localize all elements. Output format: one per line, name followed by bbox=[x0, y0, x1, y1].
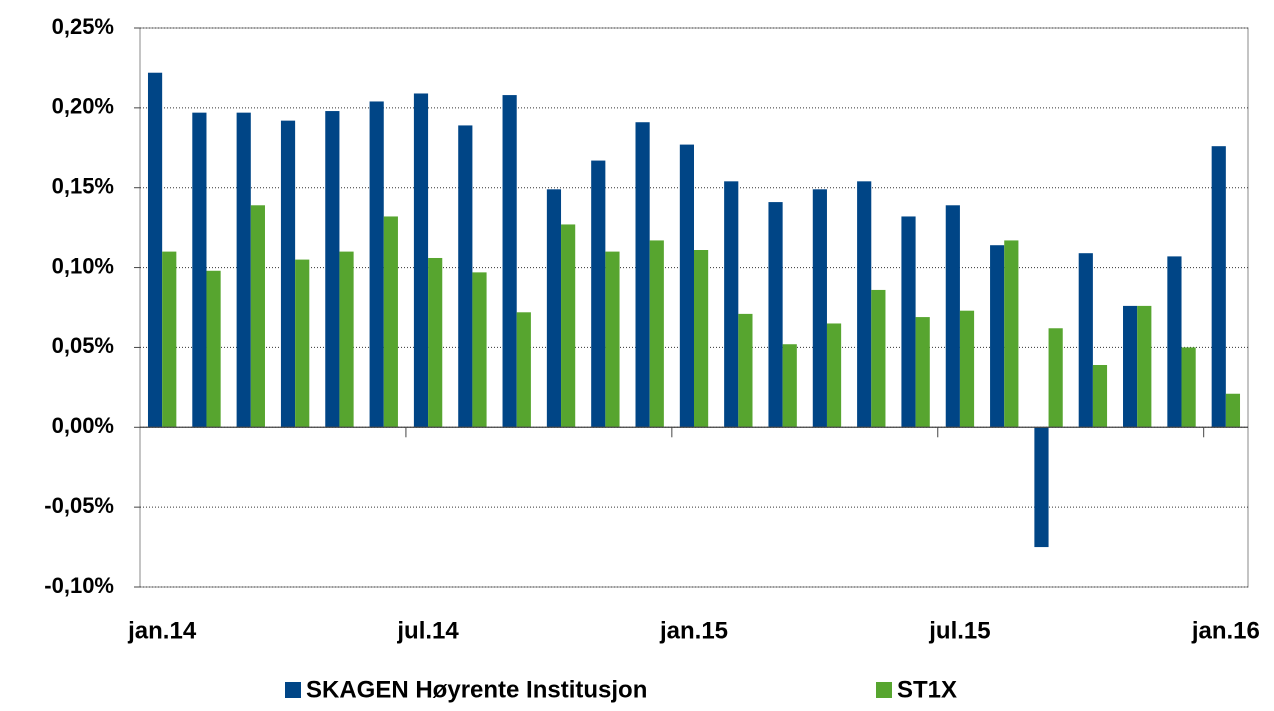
bar bbox=[369, 101, 384, 428]
bar bbox=[901, 216, 916, 428]
bar bbox=[826, 323, 842, 428]
bar bbox=[236, 112, 251, 428]
legend-swatch bbox=[876, 682, 892, 698]
bar bbox=[1225, 393, 1241, 428]
bar bbox=[915, 317, 930, 428]
bar bbox=[516, 312, 531, 428]
bar bbox=[325, 111, 340, 428]
bar bbox=[959, 310, 975, 428]
bar bbox=[724, 181, 739, 428]
x-tick-label: jul.15 bbox=[928, 617, 990, 644]
bar bbox=[206, 270, 221, 428]
x-tick-label: jan.15 bbox=[659, 617, 728, 644]
bar bbox=[546, 189, 562, 428]
bar bbox=[561, 224, 576, 428]
bar bbox=[635, 122, 650, 428]
bar bbox=[1092, 364, 1108, 428]
bar bbox=[458, 125, 473, 428]
bar bbox=[605, 251, 620, 428]
bar bbox=[857, 181, 872, 428]
bar bbox=[280, 120, 296, 428]
bar bbox=[694, 250, 709, 428]
bar bbox=[339, 251, 354, 428]
bar bbox=[649, 240, 664, 428]
x-tick-label: jul.14 bbox=[396, 617, 459, 644]
bar bbox=[768, 202, 783, 428]
bar bbox=[945, 205, 960, 428]
y-tick-label: -0,05% bbox=[44, 493, 114, 518]
legend-label: ST1X bbox=[897, 676, 957, 703]
bar bbox=[782, 344, 797, 428]
bar bbox=[1004, 240, 1019, 428]
plot-area bbox=[139, 27, 1249, 588]
bar bbox=[990, 245, 1005, 428]
bar bbox=[162, 251, 177, 428]
x-tick-label: jan.16 bbox=[1191, 617, 1260, 644]
bar bbox=[1123, 305, 1138, 428]
y-tick-label: 0,05% bbox=[52, 333, 114, 358]
bar bbox=[250, 205, 265, 428]
x-tick-label: jan.14 bbox=[127, 617, 197, 644]
bar bbox=[679, 144, 694, 428]
bar bbox=[1167, 256, 1182, 428]
bar bbox=[502, 95, 517, 428]
legend-swatch bbox=[285, 682, 301, 698]
y-tick-label: 0,00% bbox=[52, 413, 114, 438]
bar bbox=[738, 313, 753, 428]
bar bbox=[1078, 253, 1093, 428]
y-tick-label: -0,10% bbox=[44, 573, 114, 598]
bar bbox=[472, 272, 487, 428]
bar bbox=[812, 189, 827, 428]
y-tick-label: 0,10% bbox=[52, 253, 114, 278]
bar bbox=[1181, 347, 1196, 428]
bar bbox=[383, 216, 398, 428]
bar bbox=[192, 112, 207, 428]
bar bbox=[413, 93, 429, 428]
bar bbox=[428, 257, 443, 428]
bar bbox=[295, 259, 310, 428]
bar bbox=[1211, 146, 1226, 428]
y-tick-label: 0,25% bbox=[52, 14, 114, 39]
bar bbox=[871, 289, 886, 428]
y-tick-label: 0,15% bbox=[52, 174, 114, 199]
bar bbox=[1137, 305, 1152, 428]
bar bbox=[1048, 328, 1063, 428]
legend-label: SKAGEN Høyrente Institusjon bbox=[306, 676, 647, 703]
bar bbox=[147, 72, 163, 428]
y-tick-label: 0,20% bbox=[52, 94, 114, 119]
bar bbox=[591, 160, 606, 428]
bar bbox=[1034, 427, 1049, 548]
